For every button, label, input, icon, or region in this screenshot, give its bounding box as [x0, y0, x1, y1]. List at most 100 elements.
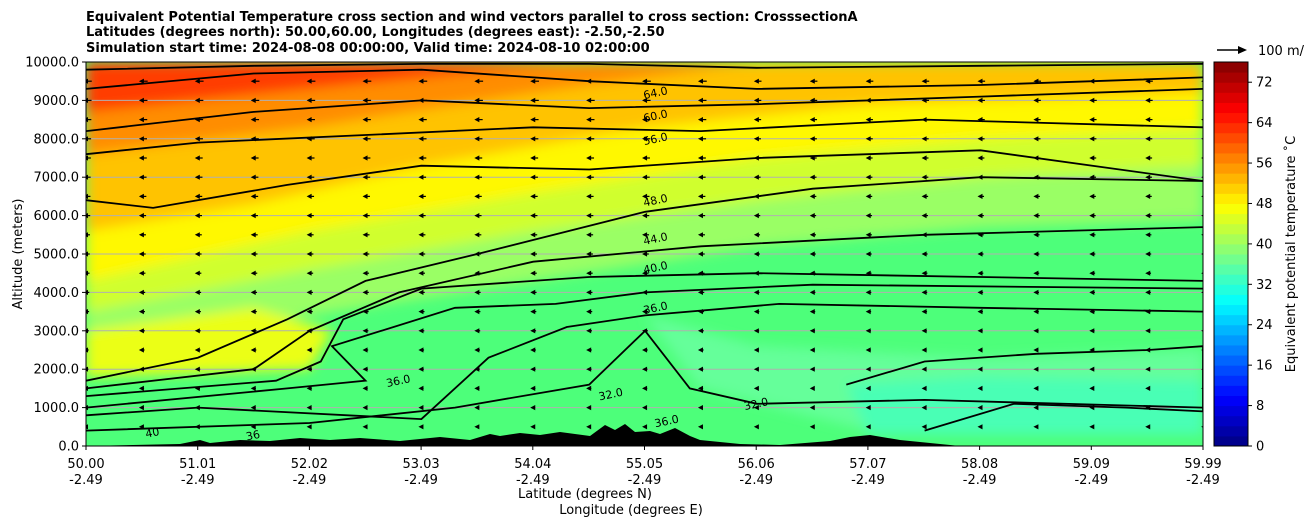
wind-arrow-head: [753, 405, 759, 411]
wind-arrow: [474, 289, 481, 295]
wind-arrow-head: [586, 328, 592, 334]
wind-arrow: [865, 155, 873, 161]
chart-title-line-2: Latitudes (degrees north): 50.00,60.00, …: [86, 25, 665, 40]
wind-arrow: [809, 174, 817, 180]
y-tick-label: 10000.0: [25, 56, 79, 71]
x-tick-label-latitude: 51.01: [179, 457, 216, 472]
wind-arrow-head: [697, 155, 703, 161]
wind-arrow: [474, 232, 482, 238]
wind-arrow-head: [697, 309, 703, 315]
wind-arrow: [753, 193, 761, 199]
wind-arrow: [138, 309, 145, 315]
wind-arrow: [1089, 424, 1095, 430]
wind-arrow-head: [586, 289, 592, 295]
colorbar-segment: [1214, 405, 1248, 417]
wind-arrow-head: [306, 78, 312, 84]
colorbar-segment: [1214, 203, 1248, 215]
wind-arrow: [642, 270, 649, 276]
contour-label: 40.0: [642, 259, 669, 277]
wind-arrow: [362, 328, 369, 334]
wind-arrow-head: [530, 251, 536, 257]
wind-arrow: [642, 347, 648, 353]
x-axis-label-longitude: Longitude (degrees E): [559, 503, 703, 518]
wind-arrow: [1033, 97, 1041, 103]
wind-arrow: [1089, 117, 1097, 123]
wind-arrow-head: [306, 117, 312, 123]
wind-arrow: [1089, 347, 1095, 353]
colorbar-segment: [1214, 375, 1248, 386]
wind-arrow-head: [642, 366, 648, 372]
wind-arrow: [697, 174, 706, 180]
y-tick-label: 7000.0: [34, 171, 80, 186]
x-tick-label-longitude: -2.49: [69, 473, 103, 488]
wind-arrow: [809, 270, 816, 276]
wind-arrow: [753, 213, 761, 219]
wind-arrow: [362, 366, 368, 372]
wind-arrow: [586, 174, 594, 180]
wind-arrow: [642, 289, 649, 295]
wind-arrow-head: [1145, 78, 1151, 84]
wind-arrow-head: [362, 232, 368, 238]
wind-arrow-head: [809, 232, 815, 238]
wind-arrow-head: [474, 213, 480, 219]
wind-arrow: [1145, 136, 1153, 142]
wind-arrow-head: [753, 193, 759, 199]
colorbar-segment: [1214, 385, 1248, 396]
wind-arrow-head: [753, 251, 759, 257]
wind-arrow: [194, 385, 200, 391]
wind-arrow: [418, 97, 427, 103]
wind-arrow-head: [138, 270, 144, 276]
wind-arrow-head: [809, 289, 815, 295]
wind-arrow: [642, 366, 648, 372]
wind-arrow: [1033, 251, 1040, 257]
wind-arrow-head: [921, 289, 927, 295]
wind-arrow: [250, 97, 260, 103]
wind-arrow: [418, 78, 428, 84]
wind-arrow-head: [809, 251, 815, 257]
wind-arrow: [865, 97, 874, 103]
wind-arrow-head: [586, 97, 592, 103]
wind-arrow-head: [306, 251, 312, 257]
wind-arrow-head: [753, 424, 759, 430]
wind-arrow: [865, 309, 872, 315]
colorbar-segment: [1214, 102, 1248, 114]
wind-arrow: [306, 174, 315, 180]
wind-arrow-head: [697, 232, 703, 238]
wind-arrow: [530, 136, 539, 142]
wind-arrow-head: [586, 174, 592, 180]
wind-arrow-head: [530, 270, 536, 276]
wind-arrow: [697, 78, 707, 84]
contour-label: 36: [245, 428, 261, 444]
wind-arrow: [1089, 289, 1095, 295]
wind-arrow-head: [418, 155, 424, 161]
wind-arrow-head: [697, 78, 703, 84]
wind-arrow-head: [642, 405, 648, 411]
wind-arrow-head: [138, 424, 144, 430]
wind-arrow: [921, 424, 927, 430]
wind-arrow-head: [250, 270, 256, 276]
wind-arrow-head: [921, 328, 927, 334]
wind-arrow-head: [1089, 424, 1095, 430]
wind-arrow-head: [921, 251, 927, 257]
wind-arrow: [809, 97, 818, 103]
wind-arrow-head: [530, 289, 536, 295]
wind-arrow: [977, 424, 983, 430]
wind-arrow: [138, 289, 146, 295]
wind-arrow-head: [474, 174, 480, 180]
colorbar-tick-label: 56: [1256, 157, 1273, 172]
wind-arrow: [1089, 97, 1097, 103]
wind-arrow-head: [418, 136, 424, 142]
wind-arrow: [250, 117, 260, 123]
wind-arrow: [138, 78, 148, 84]
wind-arrow-head: [697, 117, 703, 123]
wind-arrow-head: [586, 270, 592, 276]
wind-arrow-head: [921, 309, 927, 315]
wind-arrow-head: [530, 213, 536, 219]
wind-arrow: [809, 347, 815, 353]
wind-arrow: [250, 174, 259, 180]
wind-arrow: [921, 117, 929, 123]
colorbar-segment: [1214, 344, 1248, 356]
wind-arrow: [586, 328, 593, 334]
wind-arrow: [1033, 424, 1039, 430]
wind-arrow: [306, 385, 312, 391]
